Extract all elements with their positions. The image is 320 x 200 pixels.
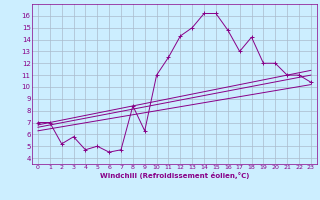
X-axis label: Windchill (Refroidissement éolien,°C): Windchill (Refroidissement éolien,°C): [100, 172, 249, 179]
